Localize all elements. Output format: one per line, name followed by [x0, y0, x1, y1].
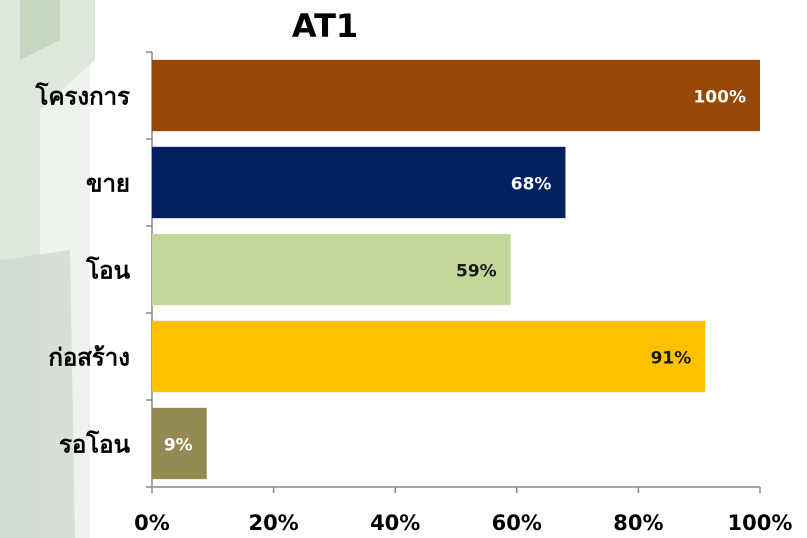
bar	[152, 320, 706, 393]
background-decoration	[0, 0, 95, 538]
x-tick-label: 0%	[134, 511, 170, 535]
y-tick-label: โอน	[85, 256, 130, 285]
value-label: 91%	[651, 349, 692, 369]
y-tick-label: รอโอน	[59, 430, 131, 459]
value-label: 9%	[164, 436, 193, 456]
chart-title: AT1	[292, 7, 358, 45]
x-tick-label: 80%	[613, 511, 663, 535]
y-tick-label: ก่อสร้าง	[48, 344, 130, 372]
value-label: 59%	[456, 262, 497, 282]
y-tick-label: ขาย	[86, 170, 130, 198]
bar	[152, 407, 207, 480]
x-tick-label: 100%	[728, 511, 793, 535]
bar	[152, 146, 566, 219]
value-label: 68%	[511, 175, 552, 195]
y-tick-label: โครงการ	[35, 82, 131, 111]
bar	[152, 59, 760, 132]
x-tick-label: 20%	[248, 511, 298, 535]
value-label: 100%	[693, 88, 746, 108]
x-tick-label: 40%	[370, 511, 420, 535]
bar	[152, 233, 511, 306]
x-tick-label: 60%	[492, 511, 542, 535]
